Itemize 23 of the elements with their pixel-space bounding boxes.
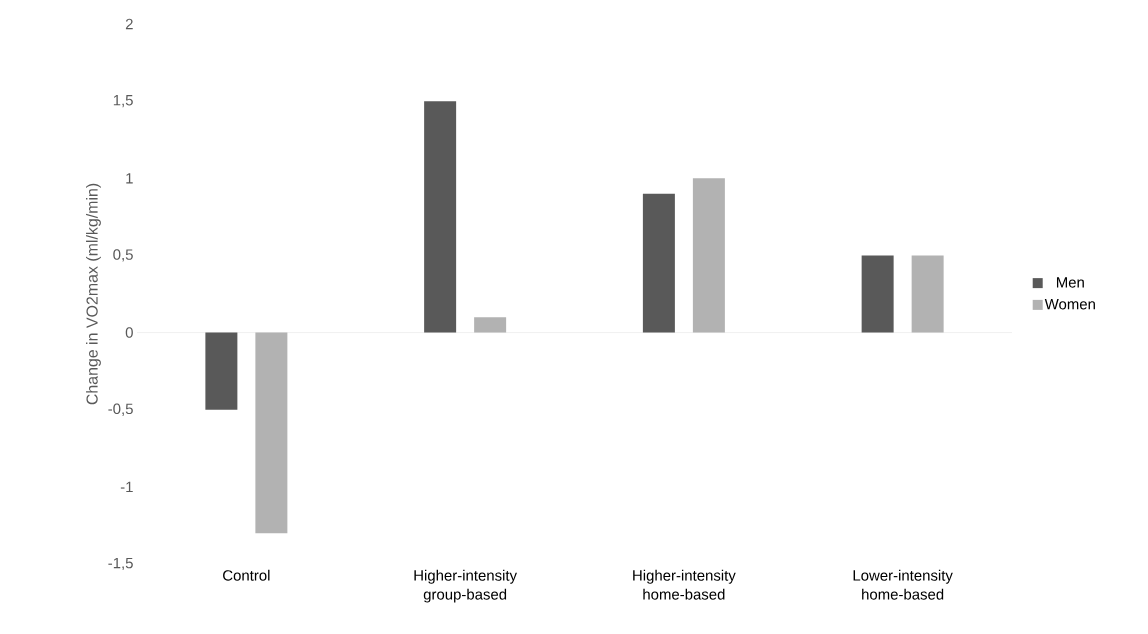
bar xyxy=(205,332,238,410)
bar xyxy=(911,255,944,333)
legend-label: Men xyxy=(1056,277,1084,288)
y-tick-label: 0,5 xyxy=(113,249,133,262)
y-tick-label: 2 xyxy=(125,18,133,30)
bar xyxy=(861,255,894,333)
x-tick-label: Higher-intensity group-based xyxy=(414,569,517,603)
x-tick-label: Lower-intensity home-based xyxy=(853,569,953,600)
x-tick-label: Higher-intensity home-based xyxy=(633,569,736,600)
y-tick-label: 1,5 xyxy=(113,95,133,108)
legend-label: Women xyxy=(1044,298,1095,310)
y-tick-label: -1 xyxy=(120,481,133,492)
bar xyxy=(642,193,675,333)
x-tick-label: Control xyxy=(223,569,270,581)
bar xyxy=(255,332,288,534)
y-axis-title: Change in VO2max (ml/kg/min) xyxy=(86,183,101,405)
y-tick-label: -0,5 xyxy=(108,403,133,416)
y-tick-label: -1,5 xyxy=(108,557,133,571)
y-tick-label: 1 xyxy=(126,173,133,184)
bar xyxy=(474,317,507,333)
y-tick-label: 0 xyxy=(125,327,133,338)
bar xyxy=(692,178,725,333)
bar xyxy=(424,101,457,333)
